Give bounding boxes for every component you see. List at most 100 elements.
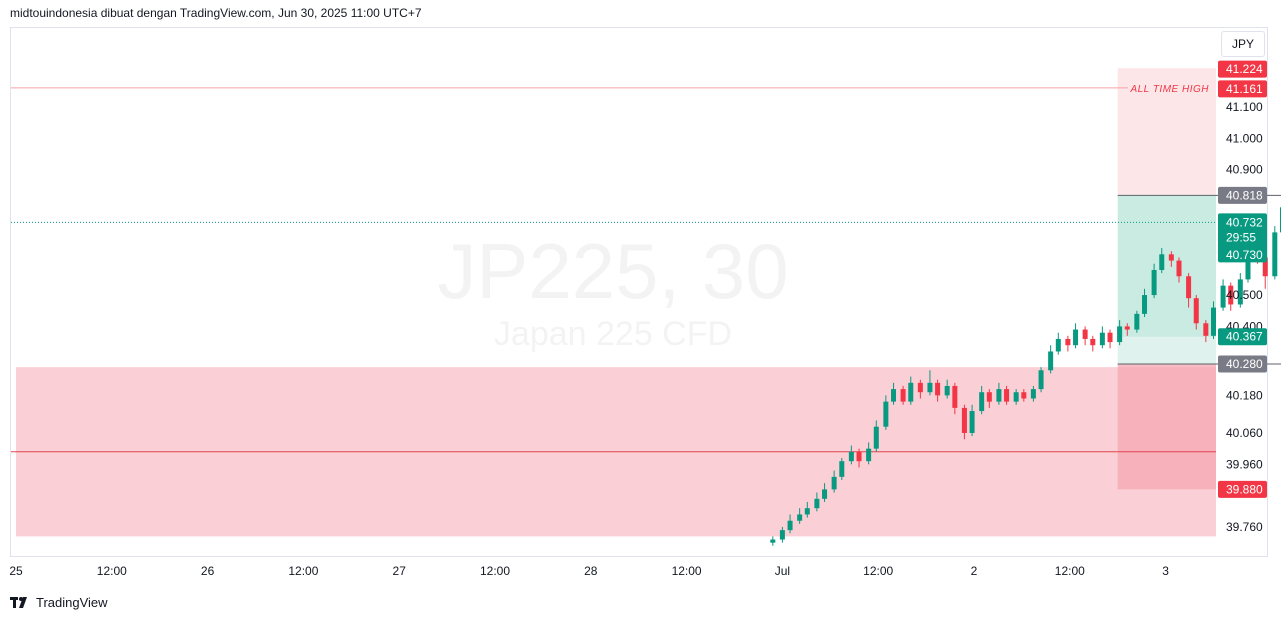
candles-layer [770, 207, 1281, 546]
candle [1065, 335, 1071, 352]
price-label-text: 40.818 [1226, 188, 1263, 202]
candle [1082, 326, 1088, 346]
candle-body [1117, 326, 1123, 343]
candle-body [1021, 392, 1027, 399]
candle [1142, 288, 1148, 317]
candle-body [1082, 329, 1088, 339]
candle [996, 382, 1002, 405]
candle [1055, 332, 1061, 355]
candle [1030, 385, 1036, 402]
candle-body [935, 382, 941, 396]
candle [1228, 282, 1234, 311]
price-label-text: 40.730 [1226, 248, 1263, 262]
candle-body [1055, 338, 1061, 352]
price-label: 41.161 [1218, 80, 1267, 98]
candle-body [1203, 323, 1209, 336]
candle-body [873, 426, 879, 449]
price-label: 40.280 [1218, 355, 1267, 373]
candle-body [979, 392, 985, 412]
x-tick-label: 12:00 [288, 564, 318, 578]
y-tick-label: 41.000 [1226, 131, 1263, 145]
currency-button[interactable]: JPY [1221, 31, 1265, 57]
x-tick-label: 12:00 [672, 564, 702, 578]
candle-body [779, 530, 785, 540]
candle-body [969, 411, 975, 433]
candle-body [1151, 269, 1157, 296]
candle [1279, 207, 1281, 233]
candle-body [1186, 276, 1192, 299]
tradingview-logo-icon [10, 596, 27, 608]
price-label: 39.880 [1218, 480, 1267, 498]
candle-body [814, 498, 820, 509]
candle-body [804, 508, 810, 515]
candle [873, 420, 879, 452]
x-tick-label: 12:00 [480, 564, 510, 578]
candle-body [883, 401, 889, 427]
candle-body [1013, 392, 1019, 402]
candle-body [1168, 254, 1174, 261]
y-tick-label: 39.960 [1226, 457, 1263, 471]
candle [797, 508, 803, 524]
y-tick-label: 41.100 [1226, 100, 1263, 114]
candle-body [1272, 232, 1278, 277]
y-tick-label: 39.760 [1226, 520, 1263, 534]
y-tick-label: 40.180 [1226, 388, 1263, 402]
candle-body [1107, 332, 1113, 343]
candle-body [1124, 326, 1130, 330]
annotation-layer: ALL TIME HIGH [1129, 84, 1209, 95]
x-tick-label: 28 [584, 564, 598, 578]
price-label-bg [1218, 328, 1267, 346]
candle-body [1159, 254, 1165, 270]
watermark-symbol: JP225, 30 [437, 227, 788, 315]
candle [979, 385, 985, 415]
candle [891, 382, 897, 405]
candle-body [1245, 248, 1251, 280]
candle-body [961, 407, 967, 433]
price-label-text: 40.732 [1226, 215, 1263, 229]
candle-body [908, 382, 914, 402]
chart-frame[interactable] [10, 27, 1268, 557]
candle [866, 442, 872, 465]
candle-body [1004, 389, 1010, 402]
candle [952, 382, 958, 415]
candle-body [1038, 370, 1044, 390]
price-label-bg [1218, 60, 1267, 78]
candle [1090, 335, 1096, 352]
candle [839, 458, 845, 480]
y-tick-label: 40.500 [1226, 288, 1263, 302]
candle-body [848, 451, 854, 462]
candle [814, 492, 820, 512]
candle-body [986, 392, 992, 402]
target-zone [1117, 68, 1216, 196]
candle-body [787, 520, 793, 531]
candle-body [856, 451, 862, 462]
profit-zone-inner [1117, 195, 1216, 337]
price-label-bg [1218, 480, 1267, 498]
candle [944, 379, 950, 399]
candle [1211, 301, 1216, 339]
candle-body [831, 476, 837, 490]
candle [935, 379, 941, 402]
candle-body [952, 385, 958, 408]
candle-body [1211, 307, 1216, 336]
candle-body [770, 539, 776, 543]
candle [1117, 320, 1123, 346]
candle [1193, 295, 1199, 330]
candle [1176, 257, 1182, 283]
x-tick-label: 12:00 [863, 564, 893, 578]
candle [1237, 273, 1243, 308]
candle-body [1134, 313, 1140, 330]
tradingview-footer[interactable]: TradingView [10, 595, 108, 610]
price-label: 40.730 [1226, 248, 1263, 262]
candle [1073, 323, 1079, 349]
candle [986, 389, 992, 408]
all-time-high-label: ALL TIME HIGH [1129, 84, 1209, 95]
price-label: 40.367 [1218, 328, 1267, 346]
candle [1004, 385, 1010, 405]
candle [1272, 226, 1278, 280]
candle-body [1220, 285, 1226, 308]
candle-body [1193, 298, 1199, 324]
candle-body [1099, 332, 1105, 346]
